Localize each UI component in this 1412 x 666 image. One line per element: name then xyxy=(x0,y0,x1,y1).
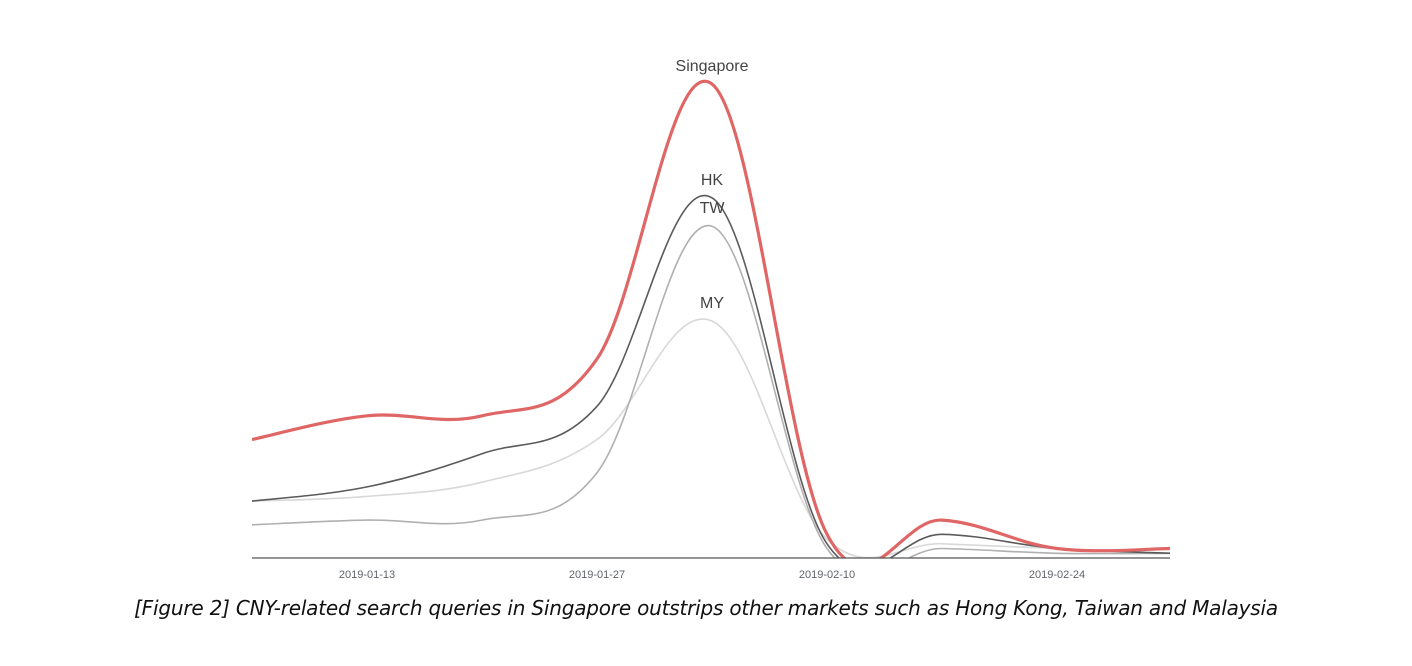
series-label-layer: Singapore HK TW MY xyxy=(676,58,749,312)
series-line-my xyxy=(252,318,1170,558)
series-label-singapore: Singapore xyxy=(676,58,749,75)
series-line-tw xyxy=(252,225,1170,558)
x-tick-label: 2019-02-24 xyxy=(1029,569,1085,581)
series-line-hk xyxy=(252,194,1170,558)
series-label-hk: HK xyxy=(701,172,724,189)
x-tick-label: 2019-01-13 xyxy=(339,569,395,581)
series-line-singapore xyxy=(252,79,1170,558)
series-label-my: MY xyxy=(700,295,724,312)
series-label-tw: TW xyxy=(700,200,726,217)
series-layer xyxy=(252,79,1170,558)
figure-caption: [Figure 2] CNY-related search queries in… xyxy=(134,596,1278,620)
x-tick-layer: 2019-01-13 2019-01-27 2019-02-10 2019-02-24 xyxy=(339,569,1085,581)
x-tick-label: 2019-02-10 xyxy=(799,569,855,581)
x-tick-label: 2019-01-27 xyxy=(569,569,625,581)
line-chart: 2019-01-13 2019-01-27 2019-02-10 2019-02-24… xyxy=(252,58,1170,581)
